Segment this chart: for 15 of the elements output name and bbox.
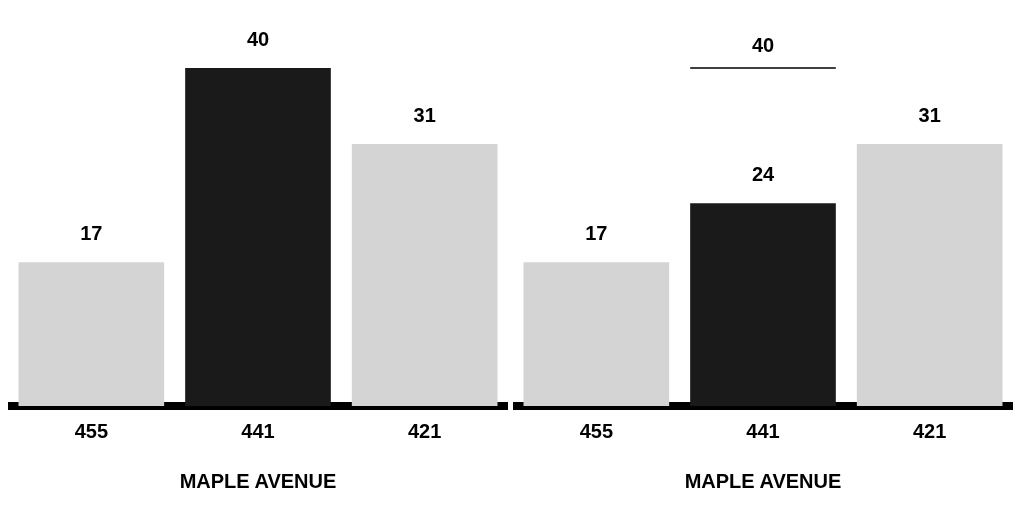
data-label: 40 [246,27,270,50]
x-tick-label: 455 [74,419,109,442]
x-axis-title: MAPLE AVENUE [684,469,842,492]
annotation: 40 [751,33,775,56]
data-label: 24 [751,162,775,185]
data-label: 17 [80,221,103,244]
data-label: 31 [413,103,436,126]
x-tick-label: 421 [407,419,442,442]
data-label: 17 [585,221,608,244]
x-tick-label: 455 [579,419,614,442]
x-tick-label: 421 [912,419,947,442]
x-tick-label: 441 [746,419,780,442]
x-tick-label: 441 [241,419,275,442]
data-label: 31 [918,103,941,126]
x-axis-title: MAPLE AVENUE [179,469,337,492]
